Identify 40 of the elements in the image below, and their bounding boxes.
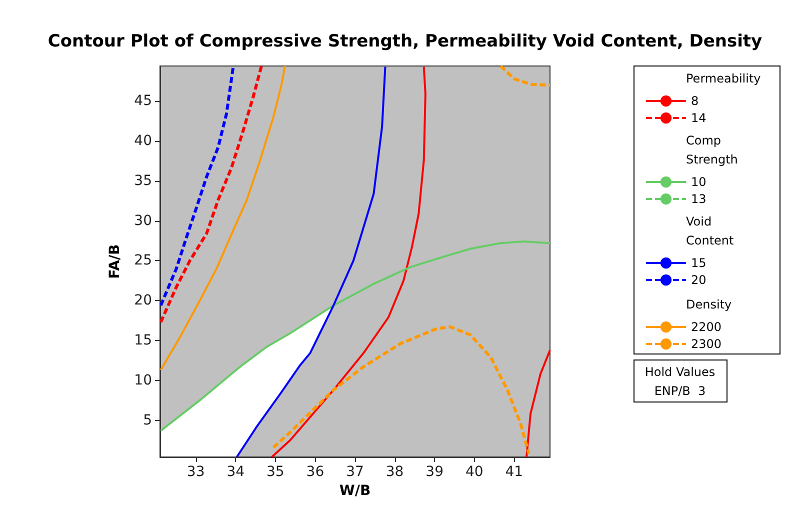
chart-title: Contour Plot of Compressive Strength, Permeability Void Content, Density (48, 32, 762, 52)
x-tick-label: 35 (266, 464, 284, 480)
line-series (160, 240, 551, 432)
x-tick-label: 40 (465, 464, 484, 480)
x-tick-label: 38 (386, 464, 404, 480)
y-tick-label: 45 (134, 93, 152, 110)
y-tick-label: 40 (134, 133, 152, 150)
text: Void Content (686, 214, 734, 248)
x-tick-label: 33 (186, 464, 205, 480)
legend-label: 2200 (691, 320, 722, 334)
line-series (159, 64, 263, 324)
line-series (159, 65, 235, 307)
line-series (236, 66, 386, 458)
x-tick-label: 36 (306, 464, 324, 480)
x-tick-label: 34 (226, 464, 245, 480)
legend-label: 10 (691, 175, 706, 189)
y-tick-label: 25 (134, 252, 152, 269)
legend-label: 13 (691, 192, 706, 206)
line-series (160, 65, 286, 372)
x-tick-label: 41 (505, 464, 524, 480)
text: Comp Strength (686, 134, 738, 166)
text: ENP/B 3 (654, 384, 706, 398)
x-tick-label: 37 (346, 464, 364, 480)
text: Permeability (686, 72, 761, 86)
legend-label: 2300 (691, 337, 722, 351)
legend-label: 20 (691, 273, 706, 287)
x-axis-title: W/B (339, 482, 371, 499)
text: Density (686, 298, 732, 312)
legend-label: 14 (691, 111, 706, 125)
y-tick-label: 35 (134, 172, 152, 189)
y-tick-label: 30 (134, 212, 152, 229)
y-tick-label: 20 (134, 292, 152, 309)
legend-label: 8 (691, 94, 699, 108)
y-tick-label: 5 (143, 412, 152, 428)
y-tick-label: 10 (134, 372, 152, 388)
text: Hold Values (644, 365, 716, 379)
y-tick-label: 15 (134, 332, 152, 348)
y-axis-title: FA/B (107, 244, 123, 279)
x-tick-label: 39 (426, 464, 444, 480)
legend-label: 15 (691, 256, 706, 270)
